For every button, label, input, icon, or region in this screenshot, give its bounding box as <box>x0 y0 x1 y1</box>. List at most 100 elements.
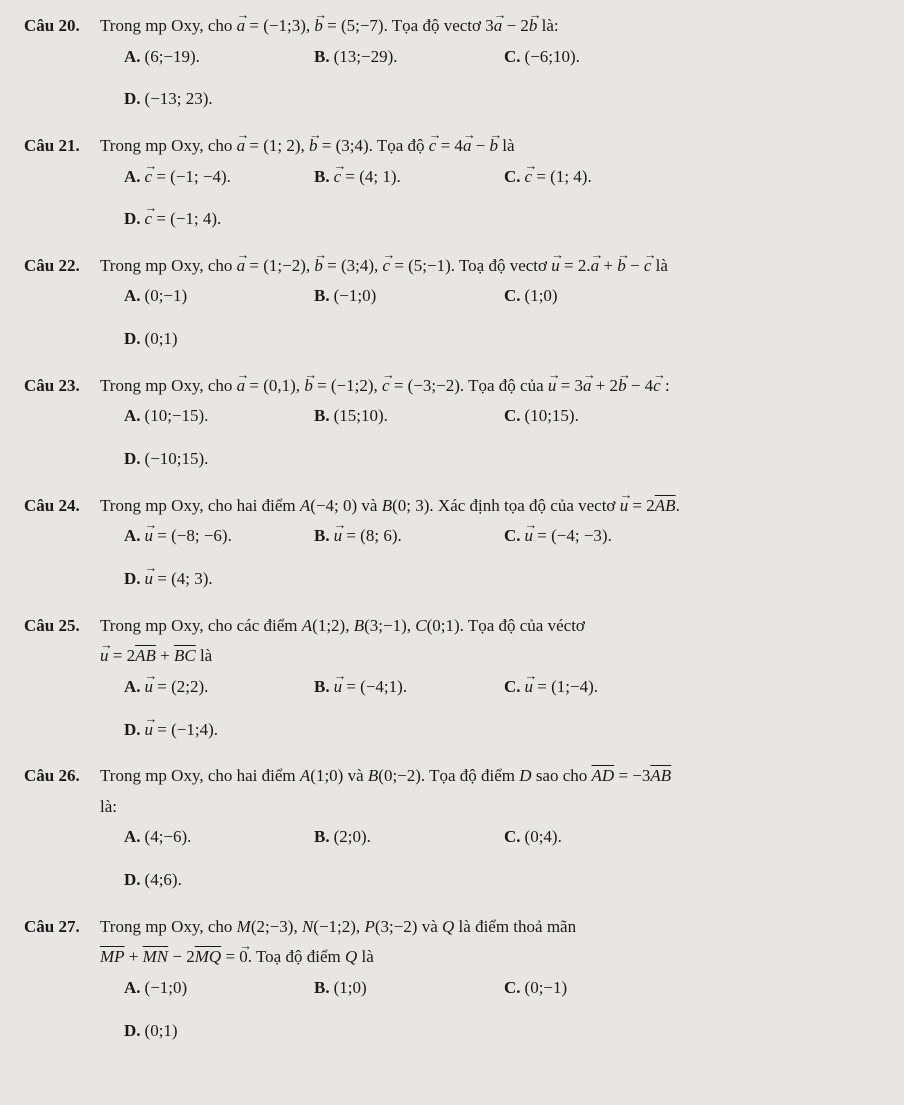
option-letter: C. <box>504 675 521 700</box>
option: B.(13;−29). <box>314 45 504 70</box>
question: Câu 25.Trong mp Oxy, cho các điểm A(1;2)… <box>24 614 880 743</box>
option-letter: A. <box>124 404 141 429</box>
option: A.(−1;0) <box>124 976 314 1001</box>
option-text: (0;−1) <box>145 284 188 309</box>
option-letter: C. <box>504 825 521 850</box>
option: D.u = (−1;4). <box>124 718 314 743</box>
option: A.(6;−19). <box>124 45 314 70</box>
question-options: A.u = (2;2).B.u = (−4;1).C.u = (1;−4).D.… <box>24 675 880 742</box>
question: Câu 22.Trong mp Oxy, cho a = (1;−2), b =… <box>24 254 880 352</box>
option-text: (−1;0) <box>334 284 377 309</box>
option-text: u = (4; 3). <box>145 567 213 592</box>
option-letter: A. <box>124 524 141 549</box>
question-head: Câu 25.Trong mp Oxy, cho các điểm A(1;2)… <box>24 614 880 639</box>
option: C.(10;15). <box>504 404 694 429</box>
question-options: A.(4;−6).B.(2;0).C.(0;4).D.(4;6). <box>24 825 880 892</box>
question: Câu 27.Trong mp Oxy, cho M(2;−3), N(−1;2… <box>24 915 880 1044</box>
question-stem: Trong mp Oxy, cho hai điểm A(1;0) và B(0… <box>100 764 880 789</box>
option-letter: B. <box>314 825 330 850</box>
option: D.u = (4; 3). <box>124 567 314 592</box>
option-text: (−13; 23). <box>145 87 213 112</box>
option: C.c = (1; 4). <box>504 165 694 190</box>
option-letter: C. <box>504 45 521 70</box>
option-letter: A. <box>124 675 141 700</box>
option-letter: C. <box>504 165 521 190</box>
option: A.c = (−1; −4). <box>124 165 314 190</box>
option-letter: C. <box>504 284 521 309</box>
question-options: A.u = (−8; −6).B.u = (8; 6).C.u = (−4; −… <box>24 524 880 591</box>
question-label: Câu 21. <box>24 134 100 159</box>
question: Câu 21.Trong mp Oxy, cho a = (1; 2), b =… <box>24 134 880 232</box>
option-letter: D. <box>124 718 141 743</box>
question-stem: Trong mp Oxy, cho a = (−1;3), b = (5;−7)… <box>100 14 880 39</box>
option: D.(4;6). <box>124 868 314 893</box>
option-text: (15;10). <box>334 404 388 429</box>
option: D.(0;1) <box>124 327 314 352</box>
option: A.u = (2;2). <box>124 675 314 700</box>
option-letter: D. <box>124 567 141 592</box>
option-text: (1;0) <box>525 284 558 309</box>
option: B.(1;0) <box>314 976 504 1001</box>
question-subline: MP + MN − 2MQ = 0. Toạ độ điểm Q là <box>24 945 880 970</box>
option: A.(0;−1) <box>124 284 314 309</box>
question-stem: Trong mp Oxy, cho hai điểm A(−4; 0) và B… <box>100 494 880 519</box>
option: B.u = (8; 6). <box>314 524 504 549</box>
option: A.(4;−6). <box>124 825 314 850</box>
option-letter: B. <box>314 524 330 549</box>
option-letter: B. <box>314 165 330 190</box>
option-text: (1;0) <box>334 976 367 1001</box>
option: B.(2;0). <box>314 825 504 850</box>
option: C.(1;0) <box>504 284 694 309</box>
option-text: u = (−4;1). <box>334 675 407 700</box>
option: C.(0;4). <box>504 825 694 850</box>
question-stem: Trong mp Oxy, cho M(2;−3), N(−1;2), P(3;… <box>100 915 880 940</box>
option-letter: C. <box>504 524 521 549</box>
option: A.u = (−8; −6). <box>124 524 314 549</box>
option-letter: D. <box>124 1019 141 1044</box>
question-head: Câu 21.Trong mp Oxy, cho a = (1; 2), b =… <box>24 134 880 159</box>
question-head: Câu 24.Trong mp Oxy, cho hai điểm A(−4; … <box>24 494 880 519</box>
question-label: Câu 20. <box>24 14 100 39</box>
option-letter: D. <box>124 447 141 472</box>
question-label: Câu 25. <box>24 614 100 639</box>
option-text: u = (2;2). <box>145 675 209 700</box>
option: D.(−10;15). <box>124 447 314 472</box>
question: Câu 24.Trong mp Oxy, cho hai điểm A(−4; … <box>24 494 880 592</box>
exam-page: Câu 20.Trong mp Oxy, cho a = (−1;3), b =… <box>0 0 904 1105</box>
option-text: (4;−6). <box>145 825 192 850</box>
option-text: c = (−1; −4). <box>145 165 231 190</box>
option: D.(−13; 23). <box>124 87 314 112</box>
question-stem: Trong mp Oxy, cho a = (1; 2), b = (3;4).… <box>100 134 880 159</box>
option-text: (0;1) <box>145 1019 178 1044</box>
option-letter: D. <box>124 327 141 352</box>
question: Câu 23.Trong mp Oxy, cho a = (0,1), b = … <box>24 374 880 472</box>
question-label: Câu 22. <box>24 254 100 279</box>
question-head: Câu 27.Trong mp Oxy, cho M(2;−3), N(−1;2… <box>24 915 880 940</box>
option-text: (13;−29). <box>334 45 398 70</box>
question-label: Câu 23. <box>24 374 100 399</box>
option-letter: A. <box>124 45 141 70</box>
option-text: c = (1; 4). <box>525 165 592 190</box>
option-text: c = (4; 1). <box>334 165 401 190</box>
option-letter: A. <box>124 825 141 850</box>
option-text: u = (1;−4). <box>525 675 598 700</box>
option: C.(0;−1) <box>504 976 694 1001</box>
option-letter: C. <box>504 976 521 1001</box>
question-options: A.(−1;0)B.(1;0)C.(0;−1) D.(0;1) <box>24 976 880 1043</box>
question-options: A.c = (−1; −4).B.c = (4; 1). C.c = (1; 4)… <box>24 165 880 232</box>
option-text: c = (−1; 4). <box>145 207 222 232</box>
option-letter: B. <box>314 675 330 700</box>
question-options: A.(10;−15).B.(15;10).C.(10;15).D.(−10;15… <box>24 404 880 471</box>
question-head: Câu 22.Trong mp Oxy, cho a = (1;−2), b =… <box>24 254 880 279</box>
option-text: (0;−1) <box>525 976 568 1001</box>
option: A.(10;−15). <box>124 404 314 429</box>
option-text: (−6;10). <box>525 45 580 70</box>
option-letter: A. <box>124 976 141 1001</box>
option-letter: B. <box>314 284 330 309</box>
option-text: (0;1) <box>145 327 178 352</box>
option-text: u = (−1;4). <box>145 718 218 743</box>
question-options: A.(0;−1)B.(−1;0) C.(1;0) D.(0;1) <box>24 284 880 351</box>
option-text: (2;0). <box>334 825 371 850</box>
option-letter: D. <box>124 87 141 112</box>
option-text: (10;−15). <box>145 404 209 429</box>
